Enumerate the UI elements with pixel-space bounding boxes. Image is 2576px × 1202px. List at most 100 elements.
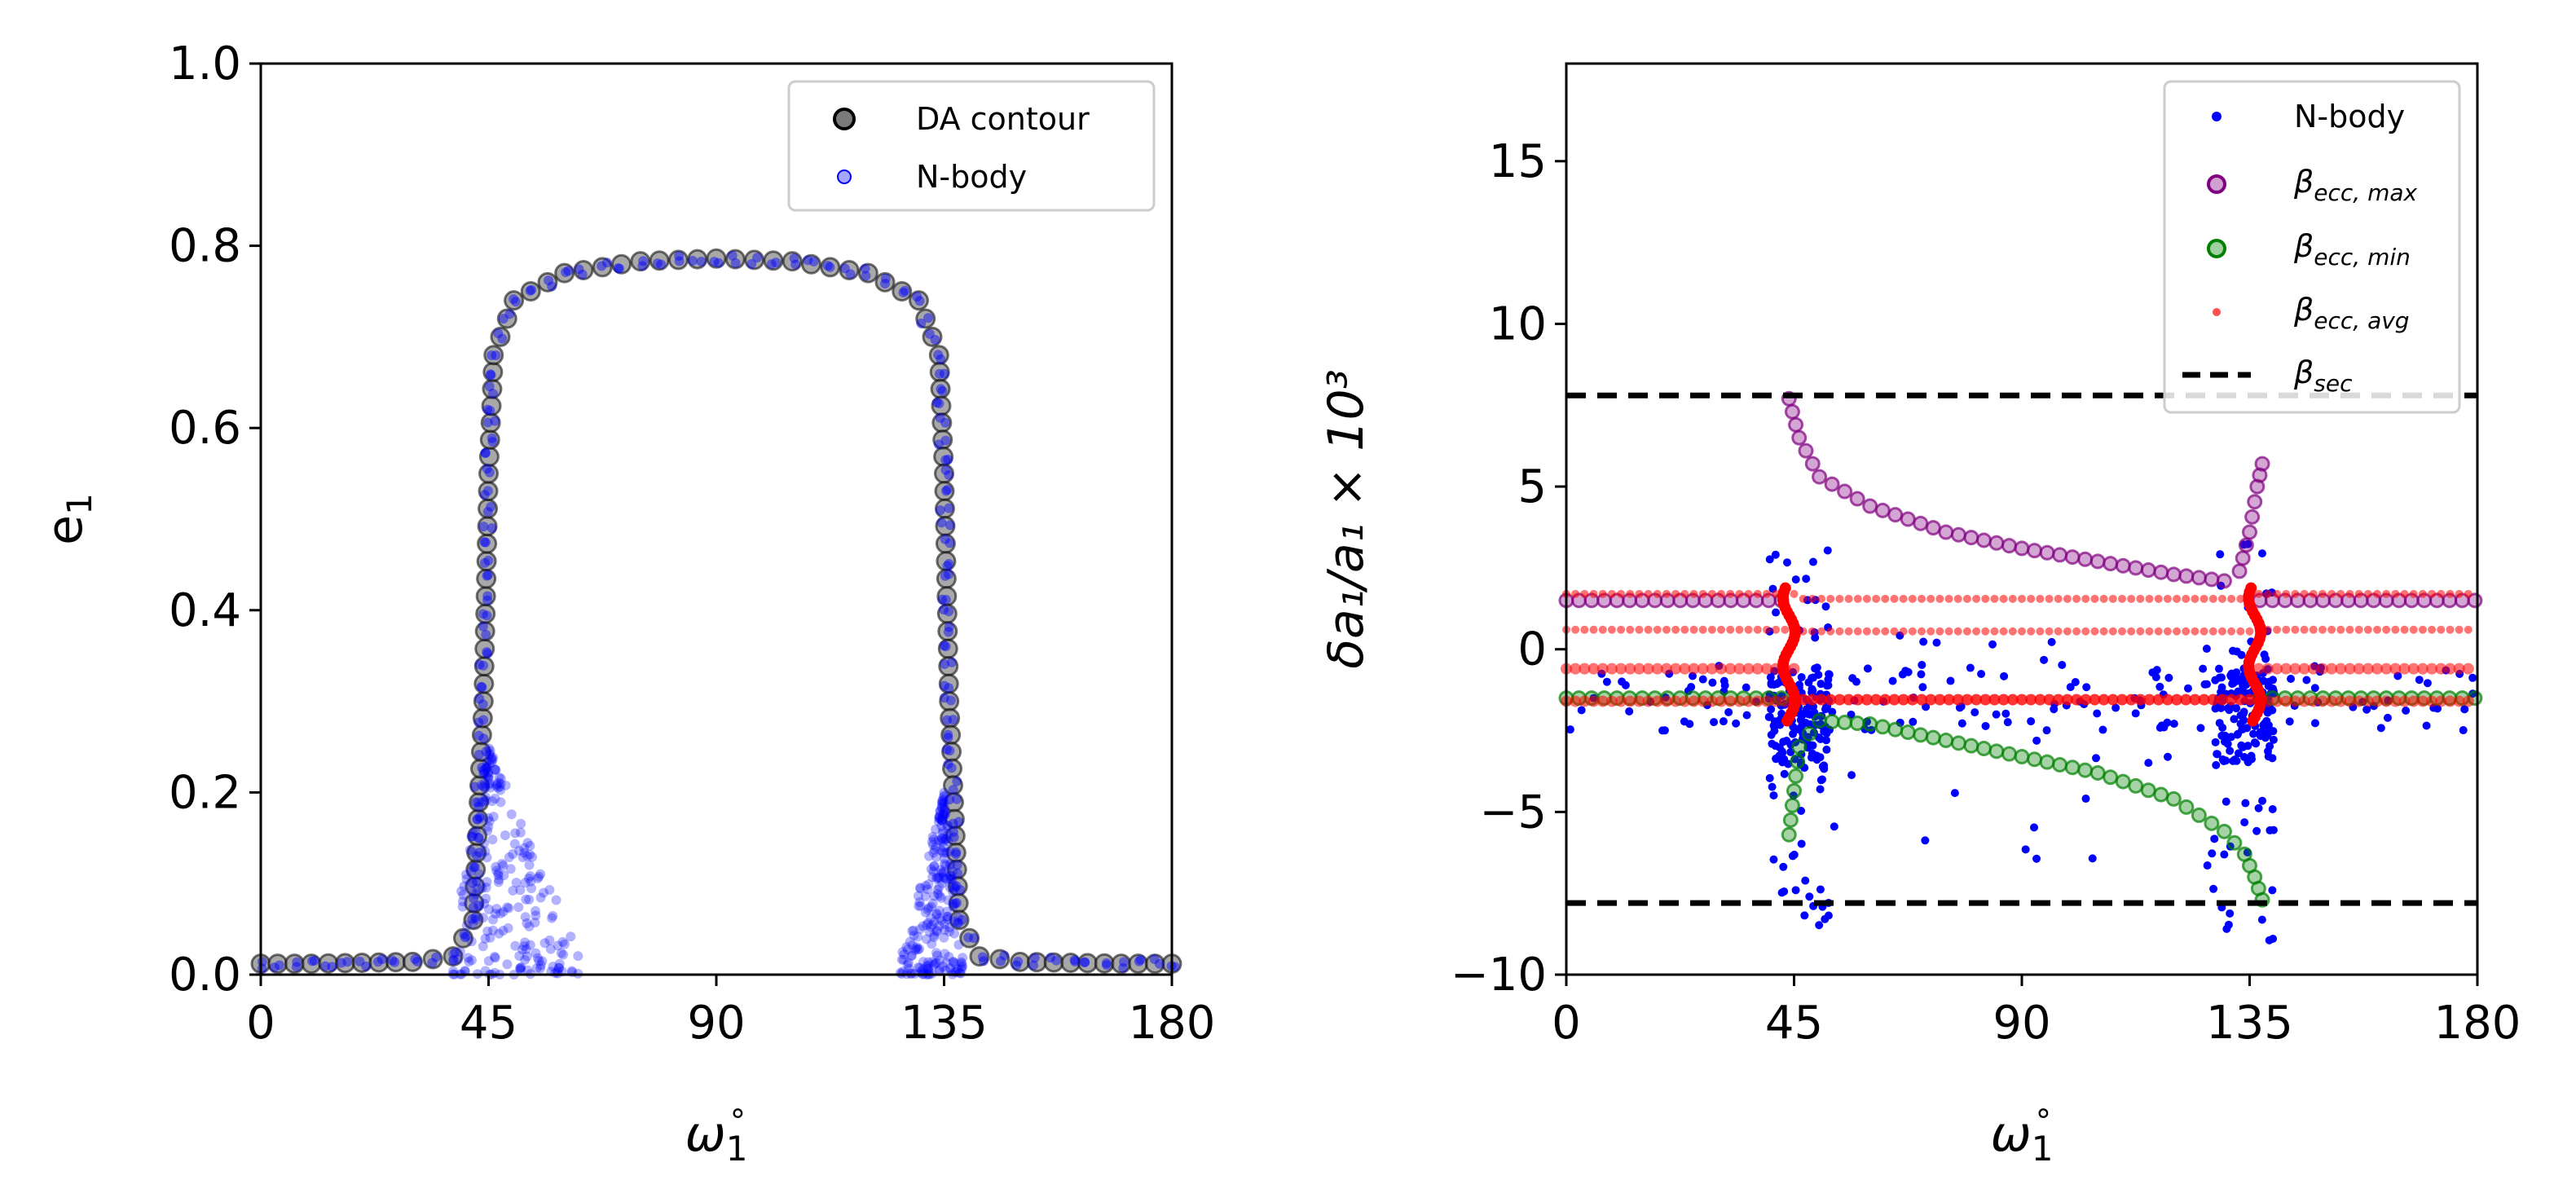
- nbody-point-left: [479, 557, 490, 568]
- nbody-point-left: [479, 490, 490, 500]
- nbody-point-left: [482, 591, 493, 601]
- nbody-point-right: [2144, 759, 2153, 768]
- nbody-point-right: [2241, 799, 2250, 808]
- nbody-point-left: [939, 811, 949, 821]
- beta-ecc-max-point: [2027, 543, 2043, 559]
- da-contour-point: [520, 281, 541, 302]
- beta-ecc-avg-point: [2054, 594, 2063, 603]
- nbody-point-right: [1742, 711, 1751, 720]
- nbody-point-left: [923, 957, 933, 967]
- da-contour-point: [915, 308, 936, 329]
- beta-ecc-avg-point: [2027, 627, 2036, 636]
- beta-ecc-avg-point: [1571, 625, 1580, 634]
- beta-ecc-avg-point: [1760, 663, 1772, 675]
- nbody-point-right: [2042, 726, 2051, 735]
- nbody-point-left: [487, 752, 498, 763]
- nbody-point-left: [914, 944, 925, 954]
- nbody-point-left: [492, 782, 503, 793]
- nbody-point-left: [941, 906, 952, 917]
- nbody-point-right: [2244, 539, 2252, 548]
- nbody-point-right: [1791, 575, 1800, 584]
- nbody-point-left: [935, 811, 945, 821]
- legend-beta-sec-base: β: [2293, 354, 2314, 390]
- beta-ecc-avg-point: [2034, 693, 2046, 706]
- beta-ecc-avg-point: [1717, 589, 1726, 598]
- nbody-point-left: [495, 797, 506, 808]
- beta-ecc-avg-point: [2327, 625, 2336, 634]
- nbody-point-left: [904, 963, 914, 974]
- nbody-point-left: [943, 733, 953, 743]
- left-ylabel-base: e: [37, 515, 94, 545]
- beta-ecc-avg-point: [2336, 589, 2345, 598]
- da-contour-point: [908, 290, 929, 311]
- beta-ecc-avg-point: [2271, 695, 2283, 707]
- nbody-point-right: [1802, 575, 1811, 583]
- nbody-point-left: [457, 896, 468, 907]
- beta-ecc-avg-point: [2226, 693, 2238, 706]
- beta-ecc-avg-point: [1908, 627, 1917, 636]
- nbody-point-right: [2082, 683, 2091, 692]
- nbody-point-right: [1825, 670, 1834, 679]
- nbody-point-left: [524, 894, 535, 905]
- nbody-point-left: [903, 958, 914, 968]
- beta-ecc-avg-point: [1644, 625, 1653, 634]
- beta-ecc-min-point: [2153, 786, 2169, 803]
- nbody-point-right: [2081, 795, 2090, 804]
- nbody-point-right: [1817, 775, 1826, 784]
- nbody-point-left: [931, 874, 942, 884]
- nbody-point-left: [563, 266, 574, 276]
- nbody-point-left: [752, 253, 763, 263]
- nbody-point-left: [945, 859, 956, 870]
- nbody-point-right: [1821, 914, 1830, 923]
- nbody-point-left: [539, 887, 549, 898]
- nbody-point-left: [479, 898, 490, 909]
- beta-ecc-avg-point: [1788, 663, 1800, 675]
- nbody-point-left: [923, 879, 934, 890]
- beta-ecc-min-point: [1874, 719, 1891, 735]
- nbody-point-left: [925, 922, 936, 932]
- beta-ecc-avg-point: [2191, 594, 2200, 603]
- nbody-point-left: [469, 861, 480, 872]
- beta-ecc-avg-point: [2354, 589, 2363, 598]
- beta-ecc-avg-point: [1999, 594, 2008, 603]
- nbody-point-right: [2383, 713, 2392, 722]
- nbody-point-left: [485, 746, 495, 756]
- nbody-point-left: [943, 454, 953, 465]
- nbody-point-left: [535, 869, 546, 879]
- nbody-point-left: [477, 797, 487, 808]
- legend-beta-avg-base: β: [2293, 292, 2314, 328]
- nbody-point-left: [943, 895, 953, 905]
- nbody-point-left: [931, 842, 941, 852]
- nbody-point-left: [912, 292, 923, 302]
- beta-ecc-avg-point: [1853, 594, 1862, 603]
- nbody-point-left: [1101, 958, 1112, 968]
- nbody-point-left: [467, 914, 478, 924]
- beta-ecc-avg-point: [2326, 695, 2338, 707]
- nbody-point-left: [510, 828, 521, 839]
- nbody-point-right: [2226, 733, 2235, 742]
- nbody-point-left: [483, 904, 494, 914]
- nbody-point-left: [477, 883, 487, 893]
- beta-ecc-avg-point: [2227, 594, 2236, 603]
- beta-ecc-avg-point: [1906, 693, 1918, 706]
- nbody-point-left: [941, 744, 952, 755]
- nbody-point-left: [468, 902, 478, 913]
- beta-ecc-avg-point: [1872, 594, 1881, 603]
- beta-ecc-max-point: [2242, 524, 2257, 540]
- beta-ecc-avg-point: [2455, 589, 2464, 598]
- beta-ecc-max-point: [2165, 566, 2182, 583]
- nbody-point-left: [548, 910, 558, 921]
- nbody-point-left: [956, 964, 967, 975]
- nbody-point-right: [2213, 750, 2222, 759]
- beta-ecc-avg-point: [1706, 663, 1718, 675]
- beta-ecc-min-point: [1781, 826, 1797, 843]
- nbody-point-left: [1051, 955, 1062, 966]
- nbody-point-left: [474, 659, 485, 670]
- beta-ecc-avg-point: [2273, 589, 2282, 598]
- nbody-point-left: [938, 809, 949, 820]
- nbody-point-left: [948, 785, 958, 795]
- nbody-point-right: [1800, 911, 1809, 920]
- nbody-point-left: [525, 849, 535, 860]
- nbody-point-right: [2264, 746, 2273, 755]
- left-ticks: 0 45 90 135 180 0.0 0.2 0.4 0.6 0.8 1.0: [169, 37, 1216, 1050]
